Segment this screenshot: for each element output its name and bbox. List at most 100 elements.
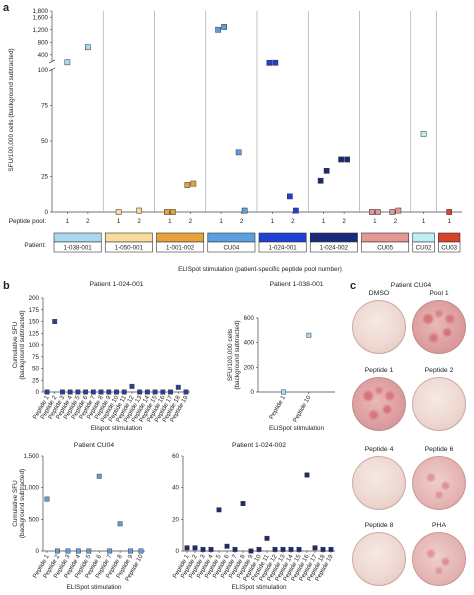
patient-name: 1-024-002 [320, 245, 349, 252]
pool-tick-label: 1 [117, 218, 121, 225]
data-point [67, 389, 73, 395]
data-point [344, 156, 350, 163]
axis-break-mark [48, 67, 56, 72]
data-point [264, 535, 270, 541]
data-point [115, 209, 122, 215]
data-point [287, 193, 293, 200]
data-point [183, 389, 189, 395]
data-point [64, 59, 71, 66]
subplot-title: Patient 1-024-002 [232, 442, 286, 449]
data-point [129, 383, 135, 389]
y-tick-label: 25 [32, 377, 39, 384]
y-tick-label: 0 [176, 548, 180, 555]
subplot-ylabel-line2: (background subtracted) [19, 469, 26, 538]
patient-color-swatch [104, 232, 153, 243]
data-point [280, 546, 286, 552]
y-tick-label: 200 [244, 364, 255, 371]
subplot-title: Patient 1-024-001 [89, 281, 143, 288]
pool-tick-label: 1 [422, 218, 426, 225]
y-tick-label: 1,600 [33, 14, 49, 21]
data-point [446, 209, 453, 215]
data-point [184, 545, 190, 551]
data-point [136, 207, 142, 214]
patient-name-box [156, 241, 205, 253]
patient-name-box [361, 241, 410, 253]
subplot-ylabel-line2: (background subtracted) [234, 320, 241, 389]
pool-tick-label: 2 [137, 218, 141, 225]
patient-axis-label: Patient: [24, 242, 46, 249]
data-point [175, 384, 181, 390]
y-tick-label: 50 [32, 366, 39, 373]
data-point [90, 389, 96, 395]
y-tick-label: 400 [38, 52, 49, 59]
y-tick-label: 400 [244, 340, 255, 347]
data-point [160, 389, 166, 395]
data-point [44, 389, 50, 395]
data-point [44, 496, 50, 502]
data-point [75, 548, 81, 554]
data-point [86, 548, 92, 554]
subplot-xlabel: ELISpot stimulation [231, 584, 287, 591]
patient-name: 1-024-001 [269, 245, 298, 252]
pool-tick-label: 2 [86, 218, 90, 225]
data-point [256, 546, 262, 552]
pool-tick-label: 1 [322, 218, 326, 225]
data-point [304, 472, 310, 478]
data-point [280, 389, 286, 395]
data-point [224, 543, 230, 549]
data-point [306, 332, 312, 338]
pool-tick-label: 1 [271, 218, 275, 225]
patient-name: 1-038-001 [64, 245, 93, 252]
pool-tick-label: 2 [291, 218, 295, 225]
elispot-well-image [352, 377, 406, 431]
data-point [235, 149, 242, 156]
y-tick-label: 25 [41, 174, 48, 181]
patient-color-swatch [309, 232, 358, 243]
pool-tick-label: 2 [394, 218, 398, 225]
data-point [312, 545, 318, 551]
pool-tick-label: 1 [373, 218, 377, 225]
patient-color-swatch [258, 232, 307, 243]
elispot-well-image [352, 532, 406, 586]
well-label: Peptide 1 [364, 367, 394, 374]
data-point [266, 59, 273, 66]
y-tick-label: 40 [172, 485, 179, 492]
data-point [215, 26, 221, 33]
y-tick-label: 1,000 [24, 485, 40, 492]
y-tick-label: 125 [29, 330, 40, 337]
panel-label-b: b [3, 280, 10, 292]
data-point [114, 389, 119, 395]
data-point [75, 389, 81, 395]
elispot-well-image [412, 377, 466, 431]
data-point [328, 546, 334, 552]
well-label: Peptide 6 [424, 446, 454, 453]
elispot-well-image [412, 300, 466, 354]
pool-tick-label: 1 [219, 218, 223, 225]
data-point [152, 389, 158, 395]
data-point [240, 501, 246, 506]
data-point [389, 209, 396, 215]
well-label: Pool 1 [429, 290, 449, 297]
data-point [317, 177, 324, 184]
data-point [107, 548, 113, 554]
subplot-ylabel: Cumulative SFU [12, 321, 19, 368]
y-tick-label: 100 [38, 67, 49, 74]
y-tick-label: 200 [29, 295, 40, 302]
data-point [83, 389, 89, 395]
pool-axis-label: Peptide pool: [9, 218, 47, 225]
subplot-ylabel-line2: (background subtracted) [19, 310, 26, 379]
data-point [164, 209, 170, 215]
y-tick-label: 100 [29, 342, 40, 349]
pool-tick-label: 2 [189, 218, 193, 225]
data-point [272, 546, 278, 552]
patient-name-box [309, 241, 358, 253]
subplot-xlabel: ELISpot stimulation [269, 425, 325, 432]
data-point [288, 546, 294, 552]
data-point [395, 207, 402, 214]
y-tick-label: 0 [36, 548, 40, 555]
well-label: DMSO [368, 290, 390, 297]
subplot-xlabel: ELISpot stimulation [66, 584, 122, 591]
pool-tick-label: 1 [447, 218, 451, 225]
y-tick-label: 1,800 [33, 8, 49, 15]
